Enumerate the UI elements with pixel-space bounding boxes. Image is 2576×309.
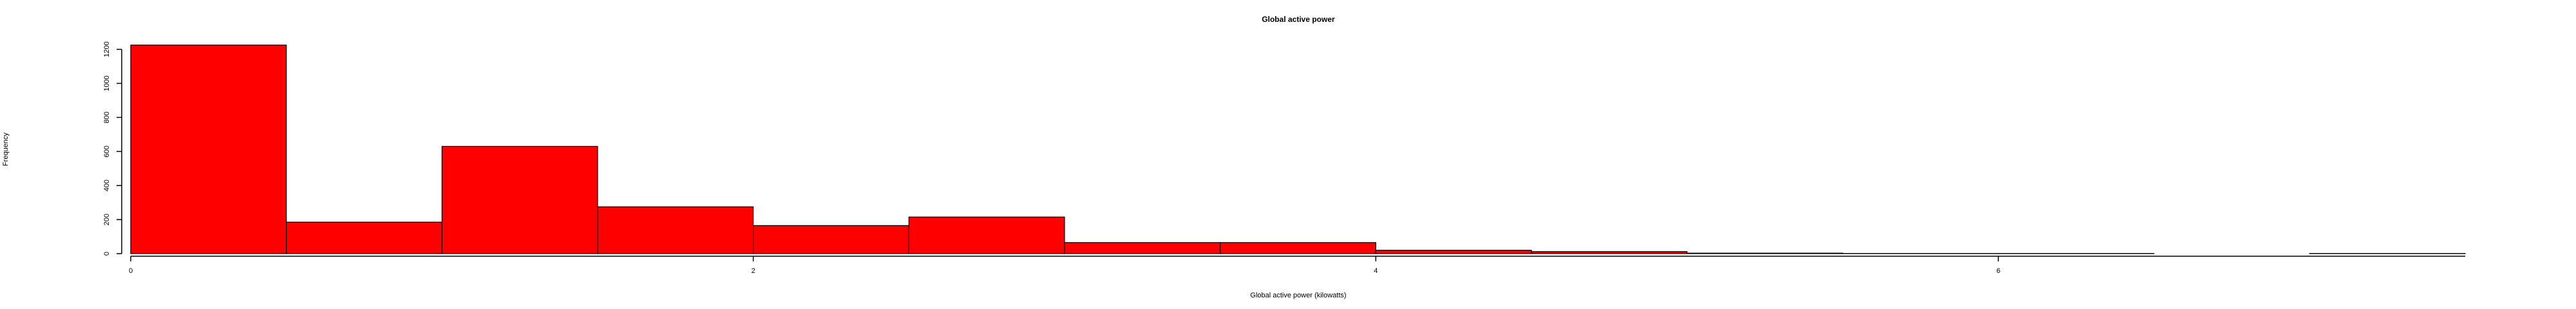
y-tick-label: 200 <box>103 214 111 225</box>
x-axis-label: Global active power (kilowatts) <box>1250 292 1346 299</box>
y-tick-label: 600 <box>103 145 111 157</box>
histogram-bar <box>1687 252 1843 254</box>
y-axis-label: Frequency <box>2 133 10 166</box>
x-tick-label: 6 <box>1996 267 2000 275</box>
x-axis: 0 2 4 6 <box>129 256 2465 275</box>
histogram-bar <box>1375 250 1532 254</box>
histogram-bar <box>286 221 442 254</box>
y-tick-label: 1200 <box>103 41 111 57</box>
y-tick-label: 1000 <box>103 75 111 91</box>
x-tick-label: 0 <box>129 267 133 275</box>
histogram-bar <box>908 216 1065 254</box>
bars-group <box>130 44 2466 254</box>
histogram-bar <box>1220 242 1376 254</box>
histogram-bar <box>441 145 598 254</box>
y-axis: 0 200 400 600 800 1000 1200 <box>103 41 122 256</box>
y-tick-label: 800 <box>103 111 111 123</box>
histogram-bar <box>1064 242 1221 254</box>
histogram-bar <box>1531 251 1688 254</box>
histogram-bar <box>597 206 754 254</box>
histogram-bar <box>130 44 287 254</box>
histogram-bar <box>753 225 909 254</box>
x-tick-label: 2 <box>752 267 755 275</box>
x-tick-label: 4 <box>1374 267 1378 275</box>
chart-title: Global active power <box>1262 15 1335 24</box>
y-tick-label: 400 <box>103 180 111 191</box>
y-tick-label: 0 <box>103 252 111 256</box>
